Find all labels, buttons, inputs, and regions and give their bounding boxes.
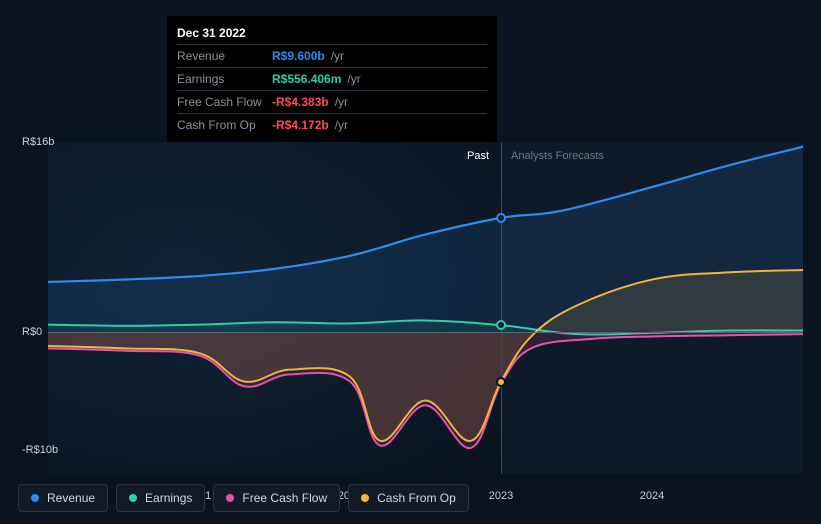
legend-color-dot: [31, 494, 39, 502]
y-axis-tick: -R$10b: [22, 444, 58, 456]
data-marker: [496, 377, 506, 387]
legend-item[interactable]: Revenue: [18, 484, 108, 512]
chart-plot: [48, 142, 803, 474]
tooltip-metric-unit: /yr: [335, 95, 348, 109]
past-label: Past: [467, 150, 489, 162]
legend-item[interactable]: Earnings: [116, 484, 205, 512]
tooltip-metric-value: R$9.600b: [272, 49, 325, 63]
legend-label: Cash From Op: [377, 491, 456, 505]
legend-label: Earnings: [145, 491, 192, 505]
legend-item[interactable]: Cash From Op: [348, 484, 469, 512]
tooltip-row: Cash From Op-R$4.172b/yr: [177, 114, 487, 136]
tooltip-row: RevenueR$9.600b/yr: [177, 45, 487, 68]
tooltip-metric-value: R$556.406m: [272, 72, 341, 86]
zero-line: [48, 332, 803, 333]
tooltip-metric-unit: /yr: [331, 49, 344, 63]
forecast-label: Analysts Forecasts: [511, 150, 604, 162]
tooltip-metric-unit: /yr: [335, 118, 348, 132]
x-axis-tick: 2024: [640, 490, 664, 502]
tooltip-row: EarningsR$556.406m/yr: [177, 68, 487, 91]
chart-area: Past Analysts Forecasts R$16bR$0-R$10b20…: [18, 120, 803, 474]
x-axis-tick: 2023: [489, 490, 513, 502]
tooltip-metric-unit: /yr: [347, 72, 360, 86]
tooltip-date: Dec 31 2022: [177, 22, 487, 45]
top-line: [48, 142, 803, 143]
y-axis-tick: R$0: [22, 326, 42, 338]
legend-item[interactable]: Free Cash Flow: [213, 484, 340, 512]
chart-legend: Revenue Earnings Free Cash Flow Cash From O…: [18, 484, 469, 512]
legend-label: Revenue: [47, 491, 95, 505]
legend-color-dot: [129, 494, 137, 502]
tooltip-metric-label: Earnings: [177, 72, 272, 86]
data-marker: [496, 213, 506, 223]
chart-tooltip: Dec 31 2022 RevenueR$9.600b/yrEarningsR$…: [167, 16, 497, 142]
legend-label: Free Cash Flow: [242, 491, 327, 505]
tooltip-metric-value: -R$4.383b: [272, 95, 329, 109]
divider-line: [501, 142, 502, 474]
tooltip-metric-label: Revenue: [177, 49, 272, 63]
tooltip-metric-value: -R$4.172b: [272, 118, 329, 132]
tooltip-metric-label: Cash From Op: [177, 118, 272, 132]
y-axis-tick: R$16b: [22, 136, 54, 148]
tooltip-row: Free Cash Flow-R$4.383b/yr: [177, 91, 487, 114]
tooltip-metric-label: Free Cash Flow: [177, 95, 272, 109]
data-marker: [496, 320, 506, 330]
legend-color-dot: [361, 494, 369, 502]
legend-color-dot: [226, 494, 234, 502]
